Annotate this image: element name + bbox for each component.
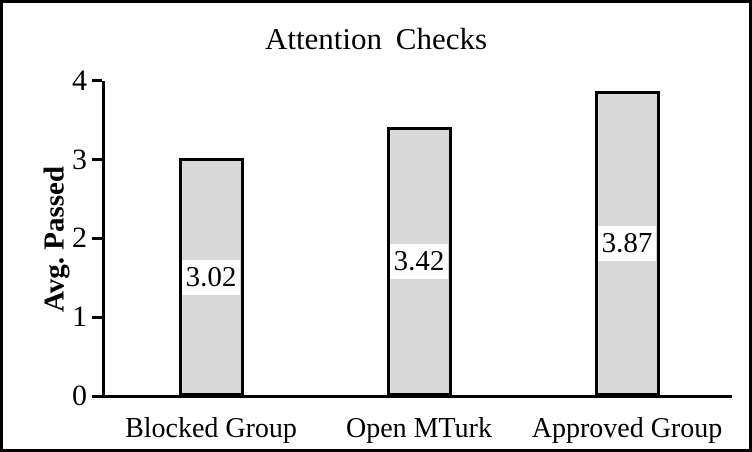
x-category-label: Blocked Group [125, 413, 297, 444]
y-tick-label: 4 [72, 63, 87, 97]
bar-value-label: 3.42 [390, 243, 448, 279]
y-tick-mark [92, 236, 102, 240]
y-tick-label: 1 [72, 300, 87, 334]
y-tick-mark [92, 315, 102, 319]
bar-value-label: 3.87 [598, 226, 656, 262]
bar-value-label: 3.02 [182, 259, 240, 295]
x-category-label: Open MTurk [346, 413, 492, 444]
y-tick-mark [92, 394, 102, 398]
x-category-label: Approved Group [531, 413, 723, 444]
y-axis-line [102, 81, 105, 398]
x-axis-line [102, 395, 732, 398]
y-tick-mark [92, 79, 102, 83]
y-tick-label: 0 [72, 379, 87, 412]
y-tick-label: 2 [72, 221, 87, 255]
y-tick-label: 3 [72, 142, 87, 176]
chart-title: Attention Checks [264, 21, 488, 56]
y-tick-mark [92, 158, 102, 162]
